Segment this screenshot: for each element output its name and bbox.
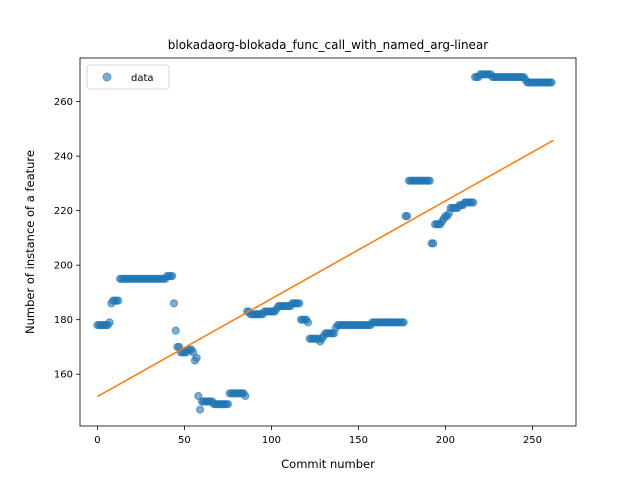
- data-point: [547, 78, 556, 87]
- plot-frame: [79, 57, 577, 427]
- data-point: [241, 391, 250, 401]
- legend: data: [86, 64, 170, 90]
- chart-title: blokadaorg-blokada_func_call_with_named_…: [168, 38, 489, 52]
- y-tick-label: 200: [54, 261, 73, 272]
- data-point: [169, 299, 179, 308]
- data-point: [403, 212, 412, 221]
- plot-area: [79, 57, 577, 427]
- y-tick-label: 220: [54, 206, 73, 217]
- x-tick-label: 100: [262, 435, 281, 446]
- x-tick-label: 250: [523, 435, 542, 446]
- x-axis: 0 50 100 150 200 250: [94, 426, 542, 446]
- data-point: [469, 198, 478, 207]
- data-series: [93, 70, 556, 414]
- data-point: [303, 318, 313, 327]
- x-axis-label: Commit number: [281, 457, 375, 471]
- data-point: [223, 400, 233, 409]
- x-tick-label: 0: [94, 435, 100, 446]
- y-axis: 160 180 200 220 240 260: [54, 97, 80, 381]
- y-tick-label: 240: [54, 152, 73, 163]
- legend-label-data: data: [131, 73, 154, 84]
- x-tick-label: 50: [178, 435, 191, 446]
- fit-line-series: [97, 139, 554, 398]
- data-point: [168, 271, 177, 281]
- data-point: [195, 405, 205, 414]
- data-point: [192, 353, 201, 362]
- x-tick-label: 150: [349, 435, 368, 446]
- data-point: [295, 299, 304, 308]
- y-tick-label: 160: [54, 370, 73, 381]
- y-tick-label: 260: [54, 97, 73, 108]
- x-tick-label: 200: [436, 435, 455, 446]
- data-point: [425, 176, 434, 185]
- y-axis-label: Number of instance of a feature: [23, 150, 37, 334]
- legend-marker-data: [102, 72, 112, 82]
- data-point: [105, 318, 114, 327]
- legend-box: [86, 64, 170, 90]
- y-tick-label: 180: [54, 315, 73, 326]
- data-point: [171, 326, 180, 335]
- data-point: [399, 318, 408, 327]
- data-point: [429, 239, 438, 248]
- plot-background: [80, 58, 576, 426]
- fit-line: [97, 139, 554, 398]
- data-point: [114, 296, 123, 305]
